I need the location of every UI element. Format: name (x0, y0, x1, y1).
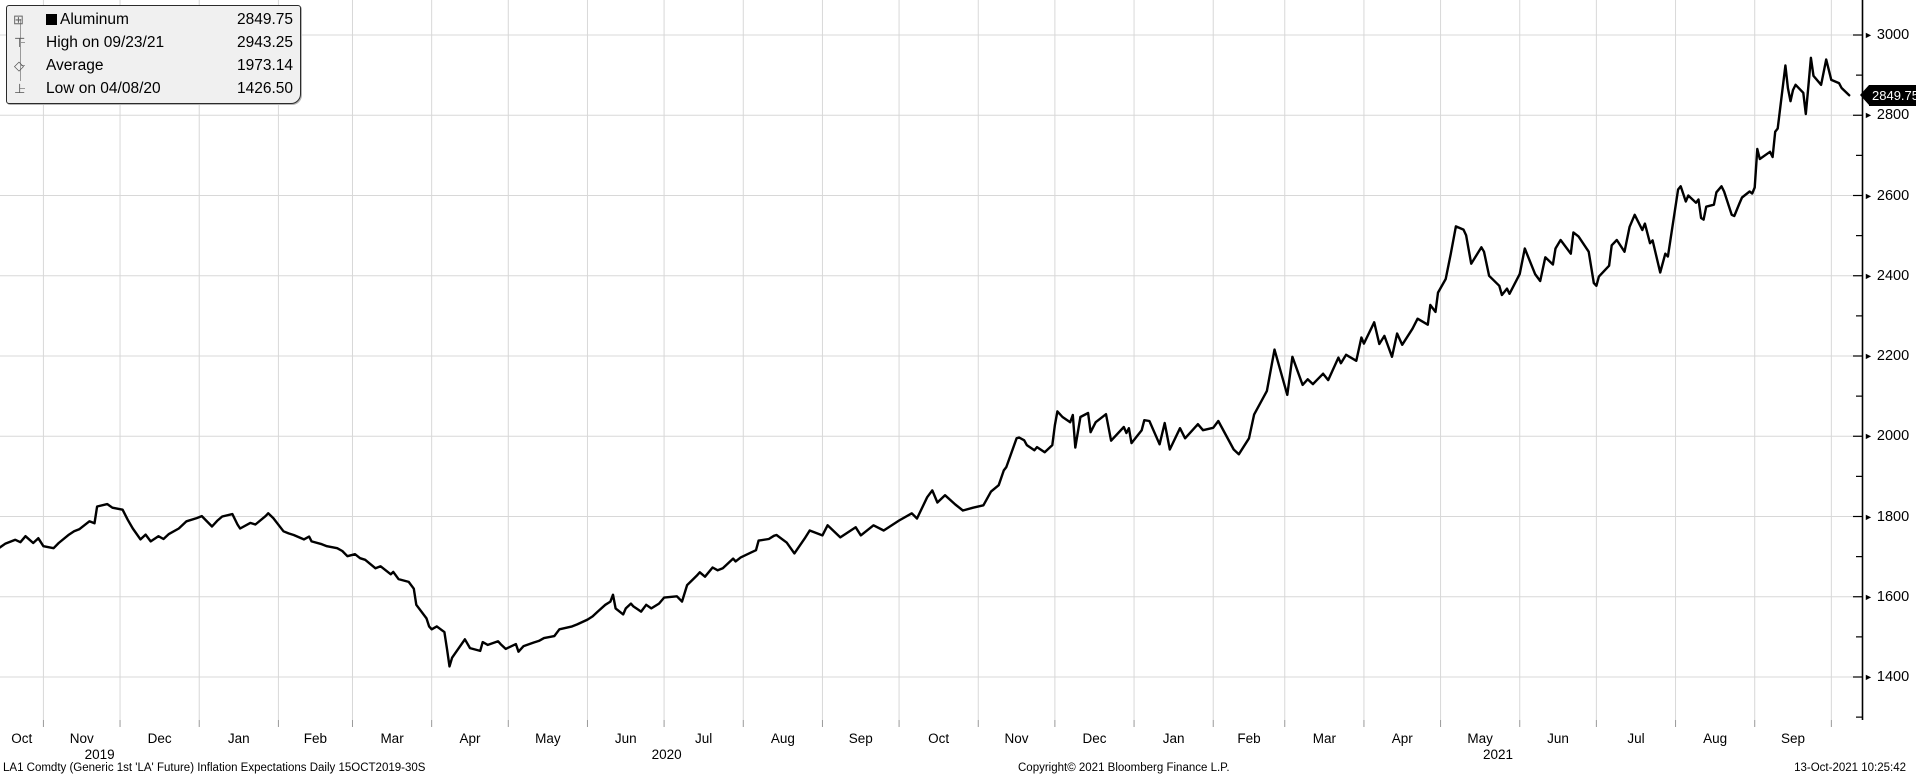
x-year-label: 2019 (84, 747, 115, 762)
legend-box: ⊞ Aluminum 2849.75 ⊤ High on 09/23/21 29… (6, 5, 301, 104)
x-month-label: Sep (848, 731, 873, 746)
tick-arrow-icon: ► (1864, 511, 1873, 522)
x-month-label: Oct (11, 731, 33, 746)
x-month-label: Jun (1547, 731, 1569, 746)
legend-row-high[interactable]: ⊤ High on 09/23/21 2943.25 (7, 31, 300, 54)
tick-arrow-icon: ► (1864, 30, 1873, 40)
legend-low-value: 1426.50 (236, 80, 293, 97)
legend-series-value: 2849.75 (236, 11, 293, 28)
x-month-label: Oct (928, 731, 950, 746)
aluminum-price-line (0, 56, 1851, 668)
x-month-label: May (1467, 731, 1493, 746)
y-tick-label: ► 1800 (1864, 508, 1910, 525)
x-month-label: Jun (614, 731, 637, 746)
last-price-badge: 2849.75 (1860, 85, 1916, 106)
tick-arrow-icon: ► (1864, 270, 1873, 281)
x-month-label: Dec (1082, 731, 1107, 746)
x-month-label: May (535, 731, 561, 746)
x-month-label: Feb (303, 731, 328, 746)
x-year-label: 2020 (651, 747, 682, 762)
copyright-notice: Copyright© 2021 Bloomberg Finance L.P. (1018, 762, 1230, 774)
x-month-label: Jul (1627, 731, 1645, 746)
legend-row-average[interactable]: ◇ Average 1973.14 (7, 54, 300, 77)
x-month-label: Jan (1162, 731, 1185, 746)
y-tick-label: ► 1400 (1864, 669, 1910, 685)
legend-row-low[interactable]: ⊥ Low on 04/08/20 1426.50 (7, 77, 300, 100)
legend-series-label: Aluminum (46, 8, 129, 31)
x-month-label: Sep (1781, 731, 1806, 746)
x-month-label: Jan (227, 731, 250, 746)
legend-tree-line (20, 19, 21, 81)
tree-expand-icon[interactable]: ⊞ (13, 12, 24, 27)
y-tick-label: ► 3000 (1864, 27, 1910, 43)
legend-low-label: Low on 04/08/20 (46, 80, 161, 97)
tick-arrow-icon: ► (1864, 351, 1873, 361)
legend-high-value: 2943.25 (236, 34, 293, 51)
print-timestamp: 13-Oct-2021 10:25:42 (1794, 762, 1906, 774)
x-month-label: Apr (1391, 731, 1413, 746)
x-year-label: 2021 (1482, 747, 1514, 762)
y-tick-label: ► 2600 (1864, 187, 1910, 204)
high-marker-icon: ⊤ (14, 35, 26, 50)
legend-average-label: Average (46, 57, 104, 74)
tick-arrow-icon: ► (1864, 672, 1873, 682)
tick-arrow-icon: ► (1864, 431, 1873, 442)
tick-arrow-icon: ► (1864, 190, 1873, 201)
x-month-label: Dec (147, 731, 172, 746)
security-description: LA1 Comdty (Generic 1st 'LA' Future) Inf… (3, 762, 426, 774)
legend-average-value: 1973.14 (236, 57, 293, 74)
x-month-label: Nov (1004, 731, 1029, 746)
tick-arrow-icon: ► (1864, 110, 1873, 121)
last-price-badge-value: 2849.75 (1872, 88, 1916, 103)
low-marker-icon: ⊥ (14, 81, 26, 96)
x-month-label: Aug (770, 731, 795, 746)
x-month-label: Aug (1703, 731, 1728, 746)
x-month-label: Jul (695, 731, 713, 746)
x-month-label: Mar (380, 731, 404, 746)
y-tick-label: ► 2400 (1864, 267, 1910, 284)
tick-arrow-icon: ► (1864, 591, 1873, 602)
x-month-label: Nov (69, 731, 94, 746)
y-tick-label: ► 1600 (1864, 588, 1910, 605)
series-color-swatch-icon (46, 14, 57, 25)
y-tick-label: ► 2000 (1864, 428, 1910, 445)
y-tick-label: ► 2800 (1864, 107, 1910, 124)
x-month-label: Apr (459, 731, 481, 746)
legend-row-series[interactable]: ⊞ Aluminum 2849.75 (7, 8, 300, 31)
x-month-label: Feb (1237, 731, 1261, 746)
average-marker-icon: ◇ (14, 58, 24, 73)
x-month-label: Mar (1312, 731, 1336, 746)
y-tick-label: ► 2200 (1864, 348, 1910, 364)
legend-high-label: High on 09/23/21 (46, 34, 165, 51)
